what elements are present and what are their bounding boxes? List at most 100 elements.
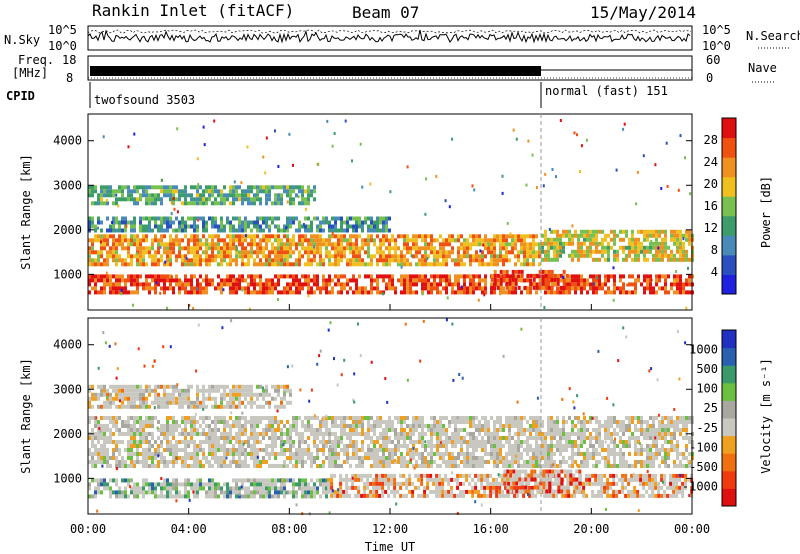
power-cells-cell-2156 (298, 189, 301, 194)
vel-cells-cell-1956 (451, 452, 454, 456)
power-cells-cell-2384 (652, 233, 655, 238)
vel-cells-cell-872 (106, 416, 109, 420)
power-cells-cell-2576 (482, 243, 485, 247)
power-cells-cell-308 (340, 282, 343, 287)
power-cells-cell-2148 (289, 201, 292, 206)
power-cells-cell-303 (337, 274, 340, 279)
vel-cells-cell-1410 (274, 452, 277, 456)
power-cells-cell-2069 (226, 197, 229, 202)
power-cells-cell-1804 (289, 220, 292, 225)
power-cells-cell-1845 (337, 216, 340, 221)
power-cells-cell-2669 (535, 186, 538, 189)
vel-cells-cell-115 (187, 490, 190, 495)
power-cells-cell-1437 (445, 262, 448, 267)
vel-cells-cell-1368 (262, 416, 265, 420)
power-cells-cell-1519 (490, 254, 493, 259)
power-cells-cell-39 (115, 286, 118, 291)
power-cells-cell-1802 (286, 228, 289, 233)
power-cells-cell-69 (136, 290, 139, 295)
vel-cells-cell-2005 (466, 456, 469, 460)
vel-cells-cell-822 (91, 428, 94, 432)
power-cells-cell-899 (181, 262, 184, 267)
vel-cells-cell-949 (130, 456, 133, 460)
power-cells-cell-1839 (331, 224, 334, 229)
power-cells-cell-1165 (310, 242, 313, 247)
power-cells-cell-1890 (379, 228, 382, 233)
vel-cells-cell-1973 (457, 428, 460, 432)
power-cells-cell-1182 (316, 262, 319, 267)
power-cells-cell-165 (223, 282, 226, 287)
power-cells-cell-1939 (121, 185, 124, 190)
power-cells-cell-2672 (125, 224, 128, 228)
power-cells-cell-356 (388, 274, 391, 279)
power-cells-cell-2397 (658, 229, 661, 234)
power-cells-cell-2115 (262, 189, 265, 194)
vel-cells-cell-752 (651, 473, 655, 478)
power-cells-cell-2506 (520, 269, 524, 274)
vel-cells-cell-352 (366, 481, 370, 486)
vel-cells-cell-933 (127, 432, 130, 436)
power-cells-cell-2376 (646, 249, 649, 254)
power-cells-cell-2472 (490, 277, 494, 282)
vel-cells-cell-1399 (271, 444, 274, 448)
vel-cells-cell-745 (645, 481, 649, 486)
vel-cells-cell-355 (369, 473, 373, 478)
vel-cells-cell-385 (387, 473, 391, 478)
power-cells-cell-1761 (241, 224, 244, 229)
vel-cells-cell-643 (573, 481, 577, 486)
vel-cells-cell-1432 (283, 452, 286, 456)
vel-cells-cell-2065 (484, 440, 487, 444)
power-cells-cell-1481 (472, 234, 475, 239)
power-cells-cell-921 (193, 250, 196, 255)
power-cells-cell-283 (316, 286, 319, 291)
power-cells-cell-1824 (316, 216, 319, 221)
power-cells-cell-772 (115, 246, 118, 251)
vel-cells-cell-1165 (199, 440, 202, 444)
vel-cells-cell-32 (118, 490, 121, 495)
vel-cells-cell-1406 (274, 432, 277, 436)
power-cells-cell-1449 (454, 258, 457, 263)
vel-cells-cell-1348 (253, 460, 256, 464)
power-cells-cell-210 (259, 278, 262, 283)
vel-cells-cell-436 (426, 481, 430, 486)
power-cells-cell-1402 (430, 234, 433, 239)
power-cells-cell-2082 (235, 197, 238, 202)
vel-cells-cell-1630 (349, 436, 352, 440)
vel-cells-cell-2051 (481, 424, 484, 428)
power-cells-cell-1928 (109, 189, 112, 194)
power-cells-cell-448 (460, 274, 463, 279)
vel-cells-cell-1444 (289, 428, 292, 432)
power-cells-cell-647 (631, 282, 634, 287)
power-cells-cell-2608 (501, 174, 504, 178)
power-cells-cell-244 (286, 290, 289, 295)
power-cells-cell-995 (229, 242, 232, 247)
vel-cells-cell-1186 (208, 416, 211, 420)
power-cells-cell-867 (166, 242, 169, 247)
vel-cells-cell-1177 (202, 456, 205, 460)
vel-cells-cell-626 (561, 485, 565, 490)
power-cells-cell-1086 (271, 262, 274, 267)
power-cells-cell-754 (106, 242, 109, 247)
power-cells-cell-2480 (496, 285, 500, 290)
power-cells-cell-2095 (247, 193, 250, 198)
power-cells-cell-151 (205, 290, 208, 295)
power-cells-cell-2158 (301, 185, 304, 190)
vel-cells-cell-628 (564, 473, 568, 478)
vel-cells-cell-1248 (223, 456, 226, 460)
power-cells-cell-322 (355, 278, 358, 283)
vel-cells-cell-953 (133, 420, 136, 424)
power-cells-cell-2236 (571, 249, 574, 254)
vel-cells-cell-190 (250, 482, 253, 487)
power-cells-cell-872 (166, 262, 169, 267)
power-cells-cell-778 (118, 238, 121, 243)
power-cells-cell-2616 (622, 127, 625, 131)
power-cells-cell-2570 (188, 303, 191, 307)
power-cells-cell-699 (679, 278, 682, 283)
power-cells-cell-117 (178, 290, 181, 295)
power-cells-cell-771 (115, 242, 118, 247)
power-cells-cell-1440 (448, 242, 451, 247)
vel-cells-cell-1870 (424, 444, 427, 448)
vel-cells-cell-2167 (514, 456, 517, 460)
vel-cells-cell-2180 (517, 460, 520, 464)
power-cells-cell-106 (169, 282, 172, 287)
